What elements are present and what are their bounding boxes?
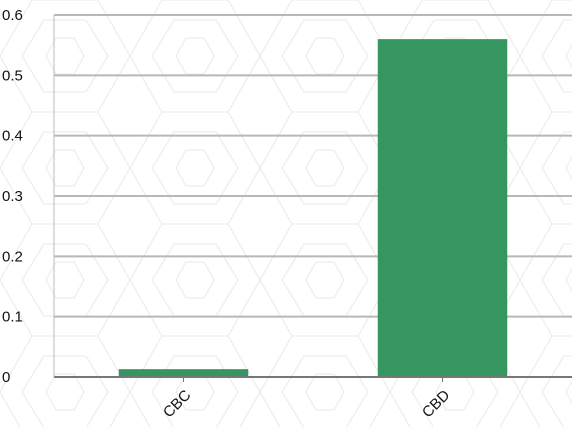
axes bbox=[53, 15, 572, 382]
y-tick-label: 0 bbox=[2, 369, 10, 386]
y-tick-label: 0.3 bbox=[2, 188, 23, 205]
bars bbox=[118, 39, 508, 378]
y-tick-label: 0.2 bbox=[2, 248, 23, 265]
y-tick-label: 0.6 bbox=[2, 7, 23, 24]
y-tick-label: 0.4 bbox=[2, 128, 23, 145]
bar-cbc bbox=[118, 369, 249, 377]
grid-lines bbox=[54, 14, 572, 318]
y-tick-label: 0.1 bbox=[2, 309, 23, 326]
bar-cbd bbox=[377, 39, 508, 378]
y-tick-label: 0.5 bbox=[2, 67, 23, 84]
